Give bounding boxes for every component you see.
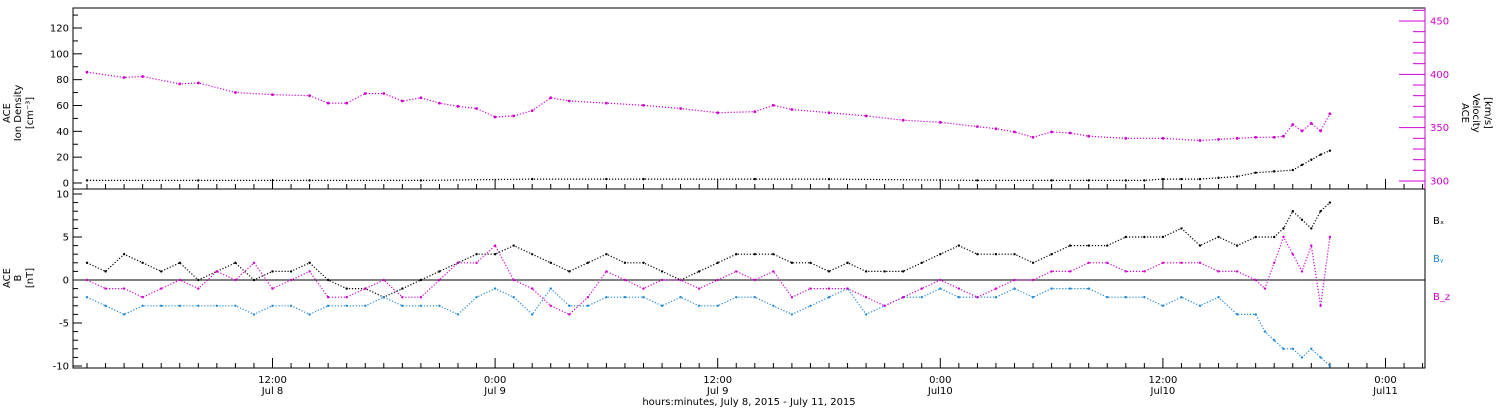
velocity-tick-label: 450 [1430,17,1449,28]
field-tick-label: 0 [63,276,69,287]
density-tick-label: 80 [56,75,69,86]
velocity-point [196,81,200,85]
bz-point [512,278,515,282]
density-point-trace [87,150,1331,181]
bz-point [1319,304,1322,307]
x-tick-time-label: 0:00 [1374,375,1396,386]
bx-point [753,253,756,256]
legend-by: Bᵧ [1433,254,1444,265]
bx-point [178,261,181,264]
bx-point [902,270,905,273]
x-tick-time-label: 12:00 [258,375,287,386]
density-tick-label: 20 [56,153,69,164]
legend-bz: B_z [1433,292,1450,303]
density-point [753,177,756,181]
by-point [160,304,163,307]
field-tick-label: 5 [63,233,69,244]
by-point [623,296,627,299]
velocity-point [716,111,720,115]
velocity-point [1161,136,1165,140]
by-point [586,304,590,307]
density-point [1254,171,1257,174]
field-tick-label: -5 [59,319,69,330]
velocity-point [605,101,608,105]
velocity-point [141,75,145,78]
x-tick-date-label: Jul 9 [706,386,729,397]
field-axis-title-line-1: ACE [2,268,13,288]
x-tick-time-label: 12:00 [703,375,732,386]
velocity-point [1272,135,1276,139]
density-tick-label: 40 [56,127,69,138]
density-axis-title-line-1: ACE [2,103,13,123]
density-tick-label: 60 [56,101,69,112]
field-axis-title-line-2: B [13,274,24,281]
velocity-point [1282,134,1285,138]
density-point [1161,177,1165,181]
bz-point [1180,261,1183,264]
velocity-point [1235,136,1239,140]
velocity-point [1254,135,1258,139]
x-tick-date-label: Jul 9 [483,386,506,397]
field-tick-label: 10 [56,190,69,201]
x-tick-date-label: Jul 8 [261,386,284,397]
velocity-tick-label: 300 [1430,177,1449,188]
x-tick-time-label: 0:00 [929,375,951,386]
density-axis-title-line-3: [cm⁻³] [25,97,36,129]
bz-point [753,278,756,282]
velocity-point [790,108,794,111]
by-point [1328,364,1332,368]
velocity-point [938,120,942,124]
axes-layer: 0 20 40 60 80 100 120 300 350 400 450 -10 -5 0 5 10 12:0… [50,9,1449,397]
density-tick-label: 0 [63,179,69,190]
field-axis-title-line-3: [nT] [25,268,36,288]
velocity-point [1087,134,1091,138]
by-point [1068,287,1072,290]
bz-point [215,270,219,273]
velocity-point [642,103,645,107]
density-axis-title-line-2: Ion Density [13,85,24,142]
bx-point [438,270,441,273]
velocity-point [271,93,274,96]
velocity-point [363,92,367,95]
x-tick-date-label: Jul10 [927,386,953,397]
by-point [660,304,664,307]
legend-bx: Bₓ [1433,216,1444,227]
magnetic-field-panel-frame [72,188,1426,369]
x-tick-time-label: 12:00 [1148,375,1177,386]
velocity-tick-label: 350 [1430,123,1449,134]
bz-point [326,296,330,299]
field-tick-label: -10 [53,362,69,373]
velocity-axis-title-line-1: ACE [1459,103,1470,123]
velocity-axis-title-line-3: [km/s] [1482,97,1493,129]
bz-point [1328,235,1332,239]
bz-point-trace [86,235,1331,316]
velocity-point-trace [86,71,1331,142]
density-tick-label: 100 [50,49,69,60]
data-layer [85,70,1332,368]
density-tick-label: 120 [50,24,69,35]
bz-point [902,296,905,299]
velocity-tick-label: 400 [1430,70,1449,81]
x-tick-date-label: Jul11 [1372,386,1398,397]
bx-point [716,261,719,264]
x-tick-date-label: Jul10 [1150,386,1176,397]
velocity-point [1068,131,1072,135]
x-axis-title: hours:minutes, July 8, 2015 - July 11, 2… [642,397,855,408]
x-tick-time-label: 0:00 [484,375,506,386]
velocity-point [864,114,868,118]
bx-point [1068,244,1072,247]
velocity-axis-title-line-2: Velocity [1470,93,1481,132]
